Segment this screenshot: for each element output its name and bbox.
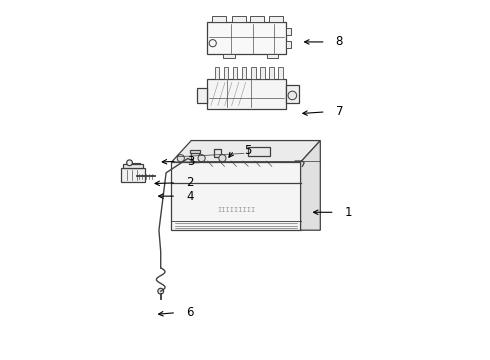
Bar: [250, 17, 264, 22]
Text: 2: 2: [186, 176, 194, 189]
Bar: [196, 88, 207, 103]
Polygon shape: [300, 140, 320, 230]
Circle shape: [198, 154, 205, 162]
Bar: [269, 67, 274, 79]
Text: 4: 4: [186, 190, 194, 203]
Bar: [207, 79, 286, 109]
Bar: [215, 67, 219, 79]
Bar: [190, 150, 200, 153]
Text: 3: 3: [187, 155, 194, 168]
Polygon shape: [199, 159, 300, 166]
Circle shape: [288, 91, 296, 100]
Bar: [223, 54, 235, 58]
Bar: [267, 54, 278, 58]
Bar: [286, 28, 291, 36]
Bar: [172, 162, 300, 230]
Bar: [278, 67, 283, 79]
Bar: [207, 22, 286, 54]
Bar: [251, 67, 255, 79]
Text: 8: 8: [336, 35, 343, 49]
Bar: [233, 67, 237, 79]
Circle shape: [193, 149, 197, 154]
Circle shape: [158, 288, 164, 294]
Text: IIIIIIIII: IIIIIIIII: [217, 207, 255, 213]
Text: 1: 1: [344, 206, 352, 219]
Bar: [122, 168, 145, 182]
Circle shape: [219, 154, 226, 162]
Bar: [286, 85, 299, 103]
Circle shape: [126, 160, 132, 166]
Bar: [260, 67, 265, 79]
Text: 6: 6: [186, 306, 194, 319]
Bar: [269, 17, 283, 22]
Bar: [286, 41, 291, 48]
Bar: [191, 151, 199, 162]
Bar: [242, 67, 246, 79]
Bar: [191, 146, 199, 166]
Text: 7: 7: [336, 105, 343, 118]
Bar: [123, 164, 143, 168]
Circle shape: [177, 154, 184, 162]
Polygon shape: [172, 140, 320, 162]
Bar: [212, 17, 226, 22]
Bar: [214, 149, 221, 157]
Text: 5: 5: [245, 144, 252, 157]
Bar: [248, 147, 270, 156]
Bar: [232, 17, 246, 22]
Bar: [223, 67, 228, 79]
